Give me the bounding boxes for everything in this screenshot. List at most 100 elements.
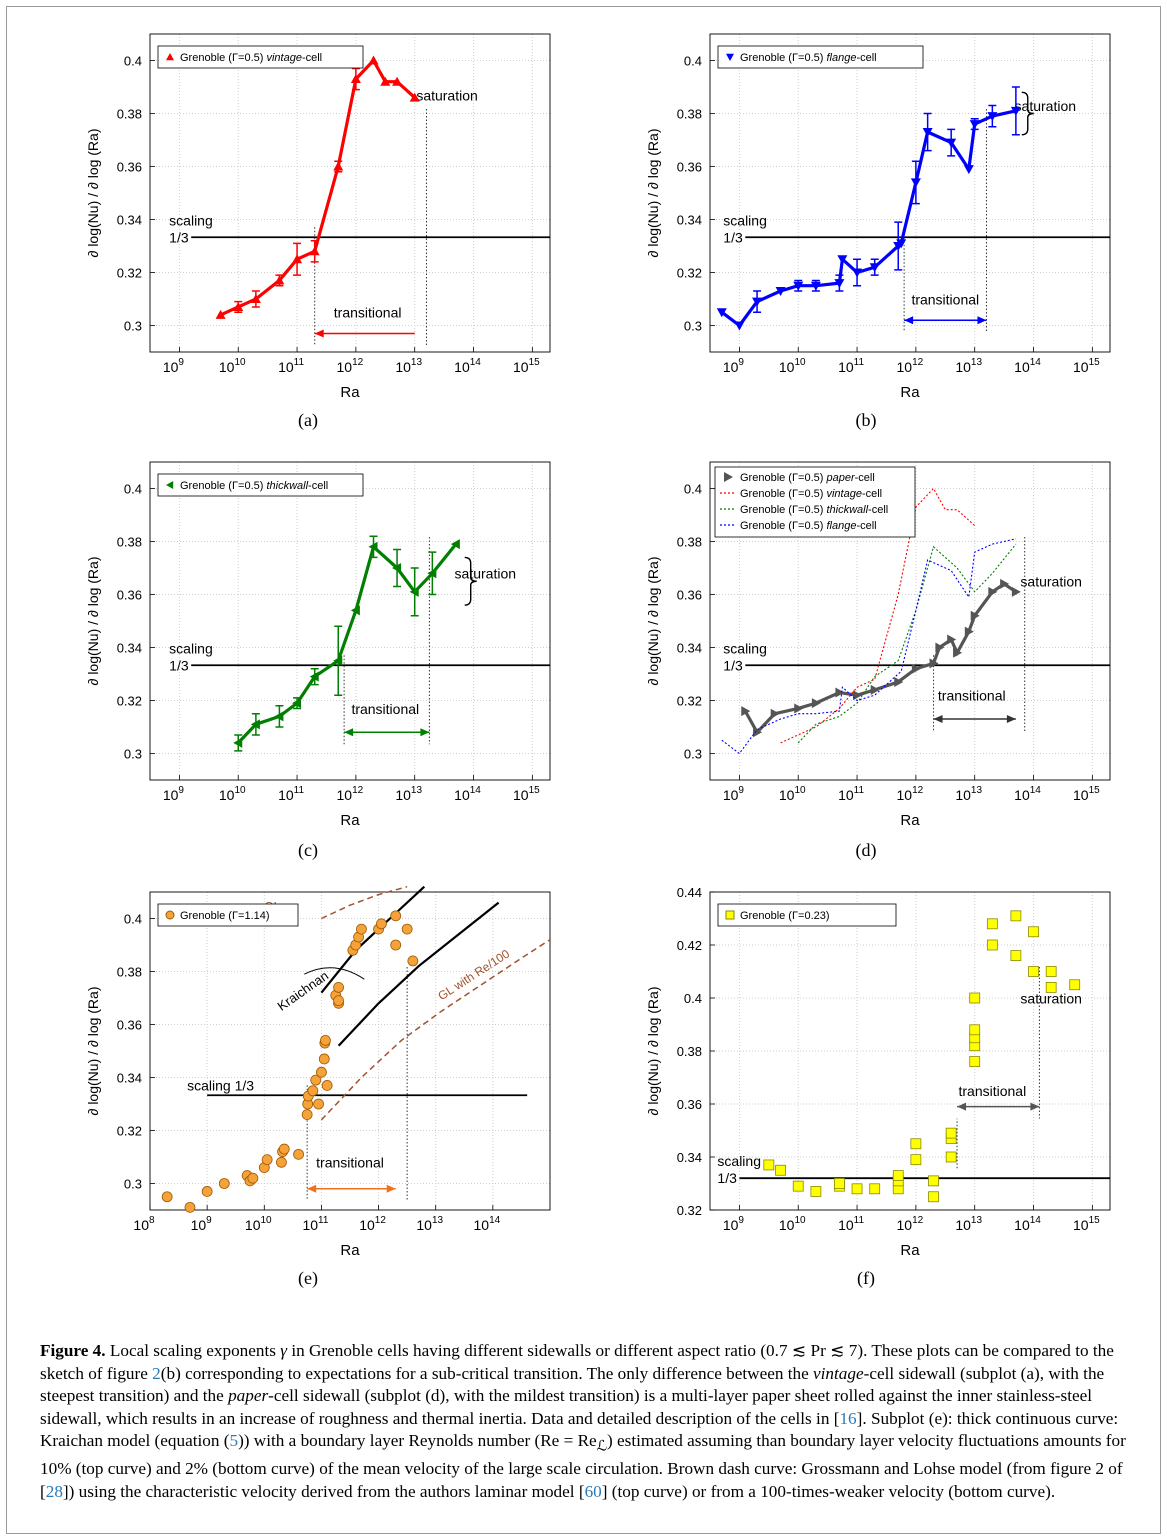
x-tick-exponent: 10 — [234, 785, 246, 796]
x-tick-label: 1010 — [219, 357, 246, 375]
x-tick-label: 1011 — [278, 785, 304, 803]
arrow-head — [977, 316, 987, 325]
data-point — [894, 676, 904, 687]
legend-text-part: -cell — [856, 520, 876, 532]
y-tick-label: 0.32 — [117, 694, 142, 709]
scaling-value-label: 1/3 — [723, 657, 743, 673]
y-tick-label: 0.32 — [677, 1203, 702, 1218]
subplot-label-d: (d) — [855, 840, 877, 860]
axes-frame — [709, 891, 1111, 1211]
x-tick-exponent: 9 — [178, 785, 184, 796]
y-tick-label: 0.4 — [124, 912, 142, 927]
arrow-head — [420, 728, 430, 737]
legend-entry: Grenoble (Γ=0.5) flange-cell — [740, 520, 877, 532]
subplot-label-a: (a) — [298, 410, 318, 430]
data-point — [964, 626, 974, 637]
caption-ref-link[interactable]: 5 — [229, 1431, 239, 1451]
x-tick-exponent: 10 — [794, 785, 806, 796]
caption-ref-link[interactable]: 60 — [584, 1482, 602, 1501]
data-point — [218, 1178, 230, 1189]
subplot-label-f: (f) — [857, 1268, 875, 1288]
x-tick-exponent: 15 — [1089, 1215, 1101, 1226]
data-point — [970, 610, 980, 621]
x-tick-label: 1015 — [513, 785, 540, 803]
data-point — [753, 727, 763, 738]
y-tick-label: 0.38 — [677, 535, 702, 550]
y-tick-label: 0.32 — [677, 266, 702, 281]
legend-text-part: Grenoble (Γ=0.5) — [740, 488, 826, 500]
x-tick-exponent: 14 — [489, 1215, 501, 1226]
data-point — [834, 1178, 845, 1189]
figure-frame — [6, 6, 1161, 1534]
data-point — [734, 321, 745, 331]
caption-italic: vintage — [813, 1363, 864, 1383]
arrow-head — [957, 1102, 967, 1111]
scaling-value-label: 1/3 — [169, 657, 189, 673]
data-point — [834, 279, 845, 289]
data-point — [184, 1201, 196, 1213]
legend-box — [157, 903, 299, 927]
saturation-label: saturation — [1020, 574, 1081, 590]
data-point — [716, 308, 727, 318]
data-point — [953, 647, 963, 658]
y-axis-label: ∂ log(Nu) / ∂ log (Ra) — [645, 129, 661, 258]
data-point — [161, 1191, 173, 1203]
x-tick-label: 1015 — [1073, 785, 1100, 803]
y-tick-label: 0.36 — [117, 160, 142, 175]
y-tick-label: 0.44 — [677, 885, 702, 900]
y-tick-label: 0.42 — [677, 938, 702, 953]
data-point — [320, 1034, 331, 1046]
scaling-value-label: 1/3 — [717, 1170, 737, 1186]
data-point — [392, 563, 402, 573]
y-tick-label: 0.3 — [684, 319, 702, 334]
data-point — [922, 128, 933, 138]
data-point — [969, 992, 981, 1004]
x-tick-exponent: 12 — [352, 357, 364, 368]
x-tick-label: 108 — [133, 1215, 155, 1233]
caption-ref-link[interactable]: 16 — [839, 1408, 857, 1428]
legend-text-part: Grenoble (Γ=0.23) — [740, 910, 830, 922]
y-tick-label: 0.38 — [677, 1044, 702, 1059]
x-tick-exponent: 11 — [294, 357, 305, 368]
legend-swatch — [166, 53, 174, 61]
x-tick-label: 1015 — [1073, 357, 1100, 375]
data-point — [910, 1154, 922, 1166]
subplot-c: 109 1010 1011 1012 1013 1014 10150.30.320.340.… — [85, 461, 551, 829]
caption-ref-link[interactable]: 2 — [152, 1363, 161, 1383]
legend-swatch — [724, 472, 733, 482]
x-tick-exponent: 14 — [470, 357, 482, 368]
x-tick-exponent: 14 — [1030, 785, 1042, 796]
x-tick-exponent: 13 — [411, 785, 423, 796]
x-tick-exponent: 9 — [738, 1215, 744, 1226]
x-tick-label: 1014 — [454, 357, 481, 375]
data-point — [201, 1186, 213, 1197]
x-tick-label: 1012 — [897, 785, 924, 803]
series-line-flange — [721, 538, 1017, 755]
data-point — [278, 1143, 290, 1155]
data-point — [307, 1085, 319, 1097]
y-tick-label: 0.3 — [684, 747, 702, 762]
data-point — [775, 1164, 786, 1176]
data-point — [986, 918, 998, 930]
x-tick-label: 1011 — [302, 1215, 328, 1233]
model-curve-kraichnan-bottom — [337, 901, 500, 1047]
transitional-label: transitional — [316, 1155, 384, 1171]
data-point — [1045, 982, 1057, 993]
legend-swatch — [165, 910, 175, 920]
x-tick-exponent: 9 — [738, 357, 744, 368]
transitional-label: transitional — [334, 305, 402, 321]
caption-ref-link[interactable]: 28 — [45, 1482, 63, 1501]
x-tick-exponent: 15 — [529, 785, 541, 796]
data-point — [215, 309, 226, 319]
x-tick-label: 1011 — [838, 1215, 864, 1233]
caption-text: ) estimated assuming than boundary layer… — [40, 1431, 1126, 1501]
data-point — [945, 1151, 957, 1163]
caption-text: -cell sidewall (subplot (a), with the st… — [40, 1363, 1105, 1406]
y-tick-label: 0.32 — [117, 1124, 142, 1139]
data-point — [247, 1172, 259, 1184]
plot-area — [150, 892, 550, 1210]
data-point — [350, 605, 360, 616]
data-point — [852, 268, 863, 278]
data-point — [969, 1024, 981, 1036]
y-tick-label: 0.38 — [117, 535, 142, 550]
